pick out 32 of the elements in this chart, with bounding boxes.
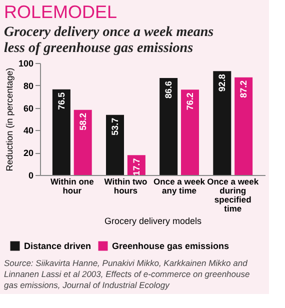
data-label: 87.2 [238,80,249,98]
data-label: 92.8 [217,74,228,92]
chart-subtitle: Grocery delivery once a week means less of greenhouse gas emissions [4,25,214,56]
data-label: 58.2 [78,112,88,130]
x-axis-title: Grocery delivery models [104,216,202,226]
x-tick-label: Once a week during specified time [207,176,259,214]
x-tick-label: Once a week any time [154,176,206,196]
x-tick-label: Within two hours [104,176,148,196]
bar [106,114,124,175]
source-note: Source: Siikavirta Hanne, Punakivi Mikko, Karkkainen Mikko and Linnanen Lassi et al 2003, Effects of e-commerce on greenhouse gas emissions, Journal of Industrial Ecology [4,258,250,290]
data-label: 86.6 [164,81,174,99]
bar [213,71,232,175]
chart-title: ROLEMODEL [4,2,118,22]
data-label: 17.7 [131,158,142,176]
bar [181,90,199,175]
bar [160,78,178,175]
y-tick-label: 0 [28,170,34,180]
y-tick-label: 80 [23,80,34,91]
bar [234,77,253,175]
y-axis-title: Reduction (in percentage) [4,68,14,172]
y-tick-label: 60 [23,103,34,114]
y-tick-label: 40 [23,126,34,136]
bar [74,110,92,175]
legend-label: Greenhouse gas emissions [112,241,230,251]
data-label: 53.7 [110,118,120,136]
data-label: 76.2 [185,92,195,110]
x-tick-label: Within one hour [50,176,94,196]
y-tick-label: 100 [18,58,34,68]
bar [52,89,70,175]
y-tick-label: 20 [23,148,34,158]
data-label: 76.5 [56,92,66,110]
legend-label: Distance driven [24,241,92,251]
